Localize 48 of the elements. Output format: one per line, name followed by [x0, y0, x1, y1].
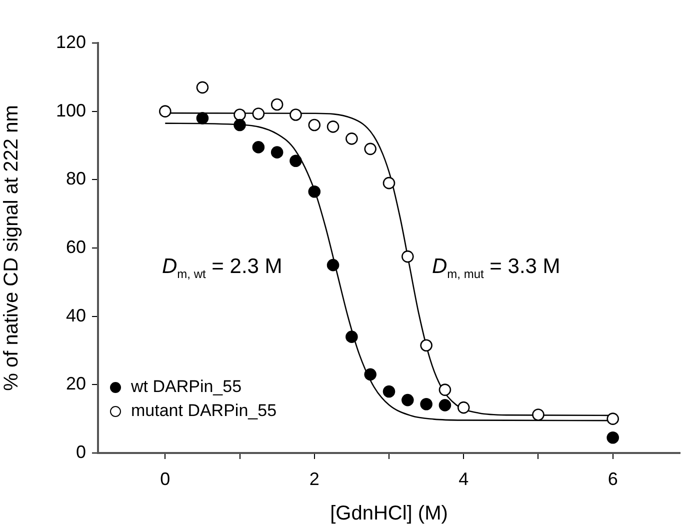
point	[420, 398, 432, 410]
x-axis-title: [GdnHCl] (M)	[330, 502, 448, 525]
point	[364, 142, 376, 156]
point	[196, 112, 209, 124]
x-tick-label: 6	[608, 468, 618, 489]
point	[252, 108, 265, 120]
point	[290, 108, 302, 121]
y-tick-label: 60	[66, 236, 86, 257]
point	[270, 98, 284, 111]
point	[270, 146, 284, 158]
annotation: D$_{m, mut}$ = 3.3 M	[432, 255, 560, 282]
point	[234, 118, 246, 132]
point	[326, 258, 340, 272]
y-axis-title: % of native CD signal at 222 nm	[0, 105, 23, 391]
point	[326, 120, 340, 133]
x-tick-label: 0	[160, 468, 170, 489]
y-tick-label: 120	[56, 32, 86, 52]
point	[290, 154, 302, 168]
point	[196, 81, 209, 94]
point	[420, 339, 432, 352]
x-tick-label: 4	[458, 468, 469, 489]
point	[606, 412, 619, 425]
point	[438, 399, 452, 412]
point	[252, 141, 265, 154]
legend-label: wt DARPin_55	[131, 376, 242, 398]
point	[364, 368, 376, 381]
point	[402, 250, 414, 263]
point	[606, 431, 619, 444]
y-tick-label: 100	[56, 100, 86, 120]
y-tick-label: 40	[66, 305, 86, 326]
point	[346, 132, 358, 145]
y-tick-label: 20	[66, 374, 86, 394]
point	[438, 384, 452, 396]
point	[159, 105, 172, 118]
point	[402, 394, 414, 406]
x-tick-label: 2	[309, 468, 320, 489]
point	[234, 108, 246, 121]
point	[457, 401, 470, 414]
point	[382, 176, 396, 190]
point	[382, 385, 396, 398]
y-tick-label: 80	[66, 168, 86, 189]
point	[346, 330, 358, 343]
point	[308, 118, 321, 132]
legend-label: mutant DARPin_55	[131, 400, 277, 422]
annotation: D$_{m, wt}$ = 2.3 M	[162, 255, 282, 282]
point	[308, 185, 321, 198]
point	[532, 408, 544, 421]
y-tick-label: 0	[76, 442, 86, 462]
